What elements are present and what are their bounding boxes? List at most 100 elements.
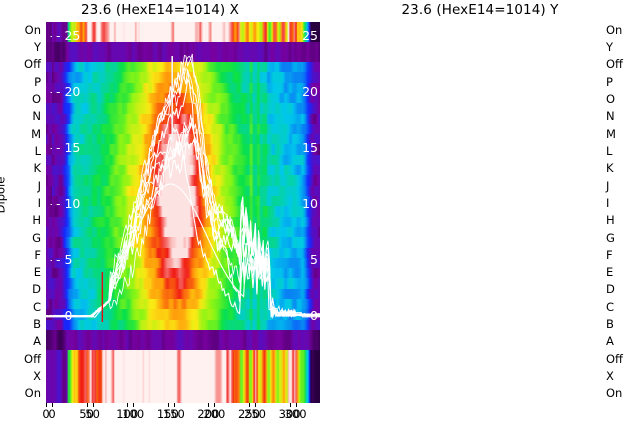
categorical-tick-right-x-20: X bbox=[606, 369, 614, 383]
x-tick-label-150: 150 bbox=[162, 407, 185, 421]
categorical-tick-left-i-10: I bbox=[37, 195, 41, 210]
heatmap-y-row bbox=[52, 72, 320, 84]
heatmap-y-row bbox=[52, 113, 320, 125]
x-tick-label-0: 0 bbox=[42, 407, 50, 421]
heatmap-y-row bbox=[52, 92, 320, 104]
categorical-tick-left-y-1: Y bbox=[33, 40, 41, 54]
x-tick-label-300: 300 bbox=[284, 407, 307, 421]
x-tick-mark-100 bbox=[133, 403, 135, 407]
heatmap-y-top-band bbox=[52, 22, 320, 42]
categorical-tick-right-off-19: Off bbox=[606, 351, 623, 366]
categorical-tick-right-on-0: On bbox=[606, 22, 623, 37]
heatmap-y-row bbox=[52, 257, 320, 269]
categorical-tick-right-j-9: J bbox=[606, 178, 610, 193]
heatmap-y-row bbox=[52, 134, 320, 146]
heatmap-y-row bbox=[52, 299, 320, 310]
heatmap-y-row bbox=[52, 185, 320, 197]
categorical-tick-right-f-13: F bbox=[606, 247, 613, 262]
x-tick-mark-300 bbox=[295, 403, 297, 407]
categorical-tick-left-g-12: G bbox=[32, 230, 41, 245]
heatmap-y-row bbox=[52, 196, 320, 207]
categorical-tick-left-b-17: B bbox=[33, 317, 41, 332]
categorical-tick-left-e-14: E bbox=[33, 265, 41, 280]
heatmap-y-gap-upper bbox=[52, 42, 320, 62]
panel-x: 23.6 (HexE14=1014) X bbox=[80, 2, 239, 18]
x-tick-label-250: 250 bbox=[238, 407, 260, 421]
heatmap-y-bottom-band bbox=[52, 350, 320, 403]
x-axis-left: 0 50 100 150 200 250 300 bbox=[42, 403, 314, 433]
x-tick-label-300: 300 bbox=[278, 407, 301, 421]
x-tick-mark-50 bbox=[92, 403, 94, 407]
categorical-tick-left-x-20: X bbox=[33, 369, 41, 383]
x-tick-mark-50 bbox=[86, 403, 88, 407]
categorical-tick-right-p-3: P bbox=[606, 74, 613, 89]
categorical-tick-left-k-8: K bbox=[33, 161, 41, 176]
x-tick-label-100: 100 bbox=[122, 407, 145, 421]
categorical-tick-left-o-4: O bbox=[31, 91, 41, 106]
categorical-tick-left-j-9: J bbox=[37, 178, 41, 193]
heatmap-y-row bbox=[52, 309, 320, 321]
x-tick-mark-250 bbox=[249, 403, 250, 407]
x-tick-label-50: 50 bbox=[79, 407, 94, 421]
categorical-axis-left: On Y Off P O N M L K J I H G F E D C B A Off X On bbox=[2, 22, 44, 403]
categorical-tick-left-off-2: Off bbox=[24, 57, 41, 72]
categorical-tick-left-d-15: D bbox=[32, 282, 41, 297]
heatmap-y-gap-lower bbox=[52, 330, 320, 350]
heatmap-y-row bbox=[52, 103, 320, 115]
x-axis-right: 0 50 100 150 200 250 300 bbox=[48, 403, 320, 433]
heatmap-y-row bbox=[52, 268, 320, 280]
x-tick-label-0: 0 bbox=[48, 407, 56, 421]
categorical-axis-right: On Y Off P O N M L K J I H G F E D C B A Off X On bbox=[600, 22, 640, 403]
heatmap-y-row bbox=[52, 165, 320, 176]
categorical-tick-left-l-7: L bbox=[34, 143, 41, 158]
x-tick-label-50: 50 bbox=[85, 407, 100, 421]
categorical-tick-right-d-15: D bbox=[606, 282, 615, 297]
categorical-tick-left-n-5: N bbox=[32, 109, 41, 124]
categorical-tick-right-y-1: Y bbox=[606, 40, 614, 54]
x-tick-label-150: 150 bbox=[156, 407, 179, 421]
heatmap-y-row bbox=[52, 319, 320, 331]
panel-y-title: 23.6 (HexE14=1014) Y bbox=[401, 2, 559, 18]
x-tick-mark-150 bbox=[173, 403, 175, 407]
panel-x-title: 23.6 (HexE14=1014) X bbox=[80, 2, 239, 18]
categorical-tick-left-off-19: Off bbox=[24, 351, 41, 366]
categorical-tick-right-off-2: Off bbox=[606, 57, 623, 72]
x-tick-mark-250 bbox=[255, 403, 256, 407]
heatmap-y-row bbox=[52, 216, 320, 228]
x-tick-label-200: 200 bbox=[197, 407, 220, 421]
categorical-tick-right-b-17: B bbox=[606, 317, 614, 332]
x-tick-mark-100 bbox=[127, 403, 129, 407]
heatmap-y-row bbox=[52, 247, 320, 259]
heatmap-y-row bbox=[52, 237, 320, 249]
heatmap-y-row bbox=[52, 278, 320, 290]
heatmap-y[interactable] bbox=[52, 22, 320, 403]
x-tick-mark-0 bbox=[46, 403, 47, 407]
x-tick-mark-200 bbox=[208, 403, 210, 407]
categorical-tick-left-c-16: C bbox=[32, 299, 41, 314]
x-tick-label-200: 200 bbox=[203, 407, 226, 421]
categorical-tick-right-n-5: N bbox=[606, 109, 615, 124]
heatmap-y-row bbox=[52, 175, 320, 187]
categorical-tick-right-a-18: A bbox=[606, 334, 614, 349]
heatmap-y-row bbox=[52, 82, 320, 94]
x-tick-label-250: 250 bbox=[244, 407, 266, 421]
x-tick-label-100: 100 bbox=[116, 407, 139, 421]
categorical-tick-right-g-12: G bbox=[606, 230, 615, 245]
categorical-tick-right-m-6: M bbox=[606, 126, 616, 141]
categorical-tick-left-f-13: F bbox=[34, 247, 41, 262]
categorical-tick-left-p-3: P bbox=[34, 74, 41, 89]
categorical-tick-right-c-16: C bbox=[606, 299, 615, 314]
heatmap-y-row bbox=[52, 154, 320, 166]
heatmap-y-row bbox=[52, 123, 320, 135]
heatmap-y-main-band bbox=[52, 62, 320, 331]
x-tick-mark-200 bbox=[214, 403, 216, 407]
x-tick-mark-0 bbox=[52, 403, 53, 407]
categorical-tick-right-l-7: L bbox=[606, 143, 613, 158]
heatmap-y-row bbox=[52, 288, 320, 300]
categorical-tick-left-on-21: On bbox=[24, 386, 41, 401]
categorical-tick-right-h-11: H bbox=[606, 213, 615, 228]
heatmap-y-row bbox=[52, 62, 320, 73]
categorical-tick-left-h-11: H bbox=[32, 213, 41, 228]
x-tick-mark-150 bbox=[167, 403, 169, 407]
categorical-tick-right-i-10: I bbox=[606, 195, 610, 210]
